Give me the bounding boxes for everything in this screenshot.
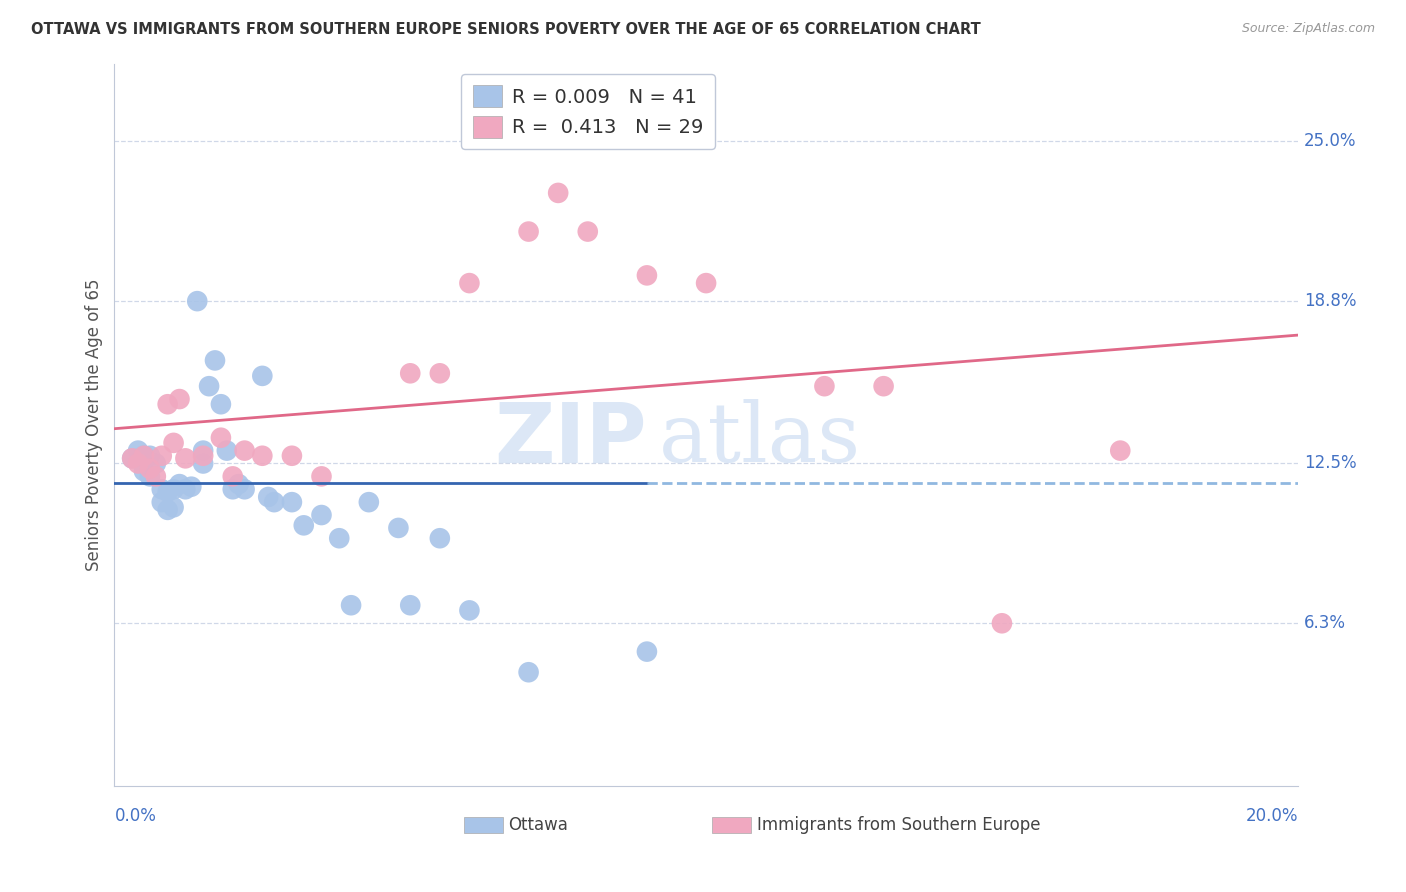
Point	[292, 518, 315, 533]
Point	[198, 379, 221, 393]
Point	[547, 186, 569, 200]
Point	[1109, 443, 1132, 458]
Point	[132, 449, 155, 463]
Point	[162, 483, 184, 497]
Point	[132, 464, 155, 478]
Point	[281, 449, 304, 463]
Point	[636, 645, 658, 659]
Text: 20.0%: 20.0%	[1246, 807, 1298, 825]
Point	[263, 495, 285, 509]
Point	[145, 457, 167, 471]
Point	[209, 431, 232, 445]
Point	[127, 443, 149, 458]
FancyBboxPatch shape	[711, 817, 751, 832]
Point	[139, 449, 162, 463]
Point	[695, 276, 717, 290]
Point	[399, 366, 422, 380]
Point	[150, 449, 173, 463]
Point	[233, 483, 256, 497]
Text: OTTAWA VS IMMIGRANTS FROM SOUTHERN EUROPE SENIORS POVERTY OVER THE AGE OF 65 COR: OTTAWA VS IMMIGRANTS FROM SOUTHERN EUROP…	[31, 22, 980, 37]
Point	[191, 457, 214, 471]
Point	[186, 294, 208, 309]
Point	[387, 521, 409, 535]
Point	[328, 531, 350, 545]
Point	[576, 225, 599, 239]
Legend: R = 0.009   N = 41, R =  0.413   N = 29: R = 0.009 N = 41, R = 0.413 N = 29	[461, 74, 714, 149]
Point	[209, 397, 232, 411]
Point	[399, 599, 422, 613]
Point	[169, 392, 191, 406]
Point	[191, 443, 214, 458]
Point	[517, 225, 540, 239]
Text: Ottawa: Ottawa	[509, 816, 568, 834]
Y-axis label: Seniors Poverty Over the Age of 65: Seniors Poverty Over the Age of 65	[86, 278, 103, 571]
Point	[139, 469, 162, 483]
Point	[139, 461, 162, 475]
Point	[429, 366, 451, 380]
Point	[127, 457, 149, 471]
Text: 12.5%: 12.5%	[1303, 455, 1357, 473]
Point	[813, 379, 835, 393]
Point	[174, 483, 197, 497]
Point	[169, 477, 191, 491]
Point	[145, 469, 167, 483]
Point	[222, 469, 245, 483]
Point	[311, 508, 333, 522]
Point	[311, 469, 333, 483]
Point	[281, 495, 304, 509]
Point	[150, 495, 173, 509]
Point	[162, 436, 184, 450]
Text: Immigrants from Southern Europe: Immigrants from Southern Europe	[756, 816, 1040, 834]
Point	[121, 451, 143, 466]
Text: Source: ZipAtlas.com: Source: ZipAtlas.com	[1241, 22, 1375, 36]
FancyBboxPatch shape	[464, 817, 502, 832]
Point	[228, 477, 250, 491]
Point	[252, 449, 274, 463]
Point	[132, 449, 155, 463]
Point	[357, 495, 380, 509]
Point	[458, 603, 481, 617]
Point	[121, 451, 143, 466]
Point	[150, 483, 173, 497]
Text: 6.3%: 6.3%	[1303, 615, 1346, 632]
Point	[991, 616, 1014, 631]
Point	[156, 397, 179, 411]
Point	[174, 451, 197, 466]
Point	[156, 503, 179, 517]
Point	[252, 368, 274, 383]
Point	[233, 443, 256, 458]
Text: 25.0%: 25.0%	[1303, 132, 1357, 151]
Text: 0.0%: 0.0%	[114, 807, 156, 825]
Point	[517, 665, 540, 680]
Text: 18.8%: 18.8%	[1303, 293, 1357, 310]
Point	[204, 353, 226, 368]
Point	[636, 268, 658, 283]
Point	[215, 443, 238, 458]
Point	[340, 599, 363, 613]
Point	[191, 449, 214, 463]
Text: ZIP: ZIP	[495, 399, 647, 480]
Point	[458, 276, 481, 290]
Point	[180, 480, 202, 494]
Point	[156, 484, 179, 499]
Point	[257, 490, 280, 504]
Text: atlas: atlas	[659, 400, 860, 479]
Point	[429, 531, 451, 545]
Point	[222, 483, 245, 497]
Point	[872, 379, 894, 393]
Point	[162, 500, 184, 515]
